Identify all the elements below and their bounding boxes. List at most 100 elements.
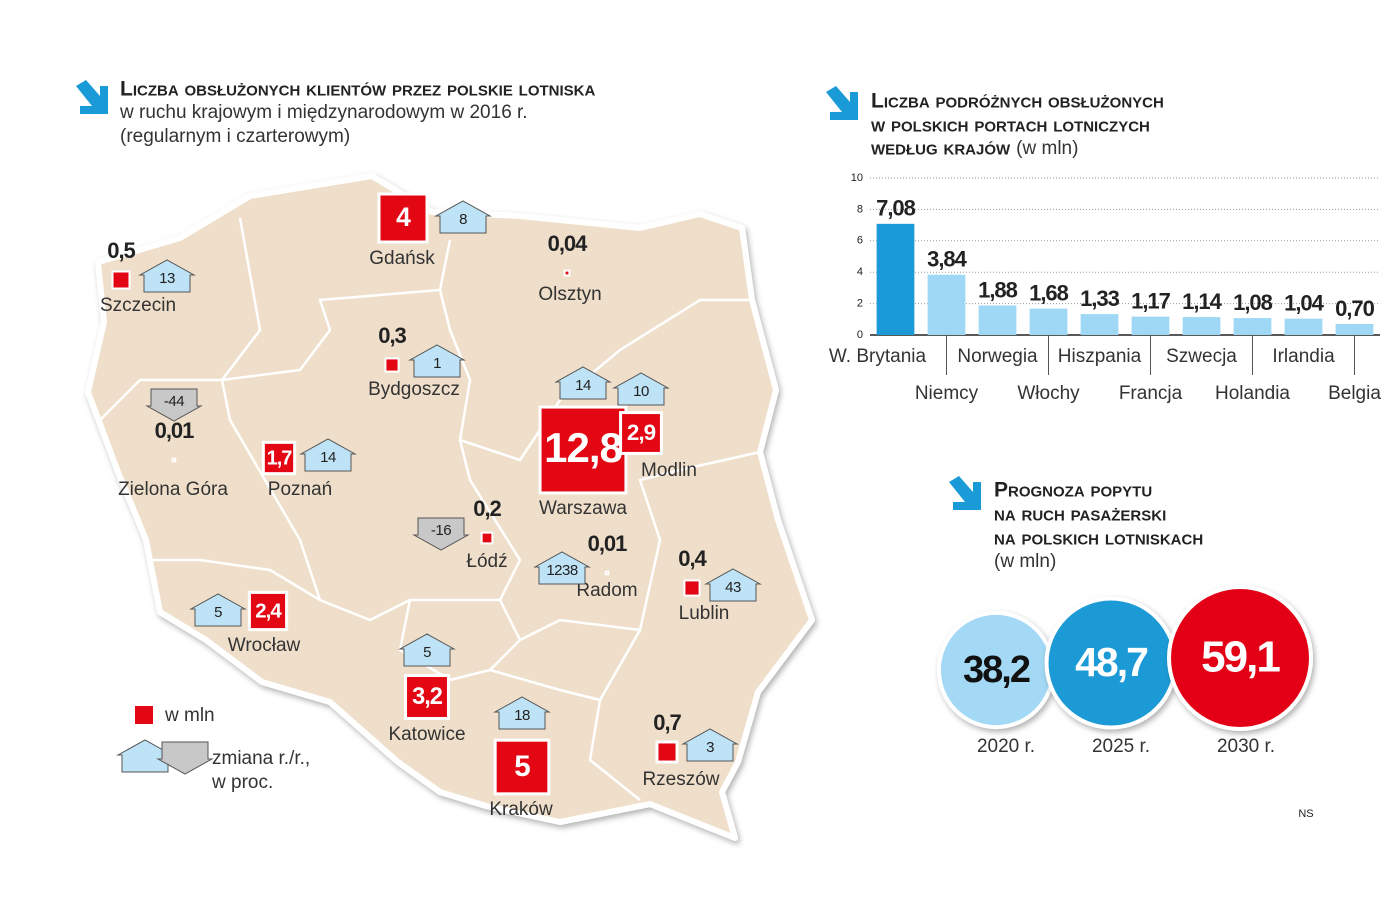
- legend-label: w proc.: [211, 772, 273, 793]
- change-badge-label: 14: [320, 449, 336, 466]
- airport-value: 2,4: [255, 599, 282, 622]
- x-tick-label: Szwecja: [1166, 346, 1237, 367]
- airport-value: 4: [396, 202, 411, 232]
- y-tick-label: 2: [857, 298, 863, 310]
- x-tick-label: Francja: [1119, 383, 1183, 404]
- airport-box: [655, 740, 679, 764]
- x-tick-label: Hiszpania: [1058, 346, 1142, 367]
- airport-box: [111, 270, 131, 290]
- y-tick-label: 6: [857, 235, 863, 247]
- airport-value: 0,4: [678, 546, 707, 571]
- airport-value: 0,2: [473, 496, 501, 521]
- bubble-value-label: 48,7: [1075, 639, 1147, 685]
- forecast-title: na ruch pasażerski: [994, 503, 1166, 526]
- bar: [1335, 324, 1374, 335]
- change-badge-label: 14: [575, 377, 591, 394]
- airport-box: [261, 440, 297, 476]
- change-badge: [145, 388, 203, 422]
- airport-value: 12,8: [544, 424, 622, 471]
- map: [85, 173, 815, 841]
- forecast-title: Prognoza popytu: [994, 479, 1152, 502]
- bar-value-label: 1,04: [1284, 290, 1325, 315]
- legend-label: zmiana r./r.,: [212, 748, 310, 769]
- bar: [876, 223, 915, 335]
- y-tick-label: 8: [857, 203, 863, 215]
- bar-value-label: 0,70: [1335, 296, 1375, 321]
- y-tick-label: 0: [857, 329, 863, 341]
- bar: [1029, 308, 1068, 335]
- airport-value: 3,2: [412, 684, 443, 710]
- airport-box: [404, 674, 450, 720]
- change-badge-label: 1: [433, 355, 441, 372]
- bar: [1131, 316, 1170, 335]
- legend-up: [116, 739, 174, 773]
- change-badge-label: 1238: [546, 562, 578, 579]
- airport-value: 0,01: [155, 418, 195, 443]
- map-title: Liczba obsłużonych klientów przez polski…: [120, 78, 595, 101]
- bar-value-label: 1,88: [978, 277, 1018, 302]
- airport-value: 0,3: [378, 323, 406, 348]
- change-badge-label: 10: [633, 383, 649, 400]
- bar: [927, 274, 966, 335]
- airport-name: Kraków: [489, 799, 553, 820]
- change-badge-label: 18: [514, 707, 530, 724]
- bubble-category: 2020 r.: [977, 736, 1035, 757]
- map-subtitle: (regularnym i czarterowym): [120, 126, 350, 147]
- change-badge: [138, 259, 196, 293]
- poland-outline: [85, 173, 815, 841]
- change-badge: [412, 517, 470, 551]
- bar-title: w polskich portach lotniczych: [871, 114, 1150, 137]
- change-badge: [493, 696, 551, 730]
- change-badge: [704, 568, 762, 602]
- airport-box: [619, 411, 663, 455]
- change-badge-label: 8: [459, 211, 467, 228]
- airport-name: Lublin: [679, 603, 730, 624]
- airport-name: Wrocław: [228, 635, 301, 656]
- change-badge-label: 43: [725, 579, 741, 596]
- bar: [978, 305, 1017, 335]
- bubble-category: 2030 r.: [1217, 736, 1275, 757]
- change-badge: [189, 593, 247, 627]
- bar-value-label: 1,68: [1029, 280, 1069, 305]
- airport-box: [604, 570, 610, 576]
- airport-name: Katowice: [388, 724, 465, 745]
- bar-value-label: 1,08: [1233, 290, 1273, 315]
- bar-title: Liczba podróżnych obsłużonych: [871, 90, 1164, 113]
- change-badge-label: 13: [159, 270, 175, 287]
- change-badge: [533, 551, 591, 585]
- x-tick-label: Norwegia: [957, 346, 1038, 367]
- credit: NS: [1298, 808, 1313, 820]
- airport-box: [377, 192, 429, 244]
- airport-value: 5: [514, 750, 530, 783]
- airport-value: 0,01: [588, 531, 628, 556]
- bubble-category: 2025 r.: [1092, 736, 1150, 757]
- forecast-unit: (w mln): [994, 551, 1056, 572]
- change-badge-label: 3: [706, 739, 714, 756]
- region-borders: [99, 217, 761, 801]
- bubble: [1167, 585, 1313, 731]
- legend-down: [156, 741, 214, 775]
- change-badge: [554, 366, 612, 400]
- legend-label: w mln: [164, 705, 215, 726]
- airport-value: 0,5: [107, 238, 135, 263]
- change-badge: [299, 438, 357, 472]
- change-badge-label: 5: [214, 604, 222, 621]
- change-badge: [681, 728, 739, 762]
- airport-name: Gdańsk: [369, 248, 435, 269]
- x-tick-label: Niemcy: [915, 383, 979, 404]
- airport-name: Bydgoszcz: [368, 379, 460, 400]
- legend-box: [133, 704, 155, 726]
- airport-box: [171, 457, 177, 463]
- bar: [1233, 318, 1272, 335]
- forecast-title: na polskich lotniskach: [994, 527, 1203, 550]
- bar-title: według krajów: [871, 137, 1011, 160]
- airport-value: 0,7: [653, 710, 681, 735]
- bar-value-label: 1,17: [1131, 288, 1171, 313]
- airport-box: [493, 738, 551, 796]
- bar-value-label: 3,84: [927, 247, 968, 272]
- change-badge: [434, 200, 492, 234]
- change-badge-label: -44: [164, 393, 184, 410]
- airport-name: Łódź: [466, 551, 507, 572]
- bar-value-label: 1,33: [1080, 286, 1120, 311]
- bar: [1182, 317, 1221, 335]
